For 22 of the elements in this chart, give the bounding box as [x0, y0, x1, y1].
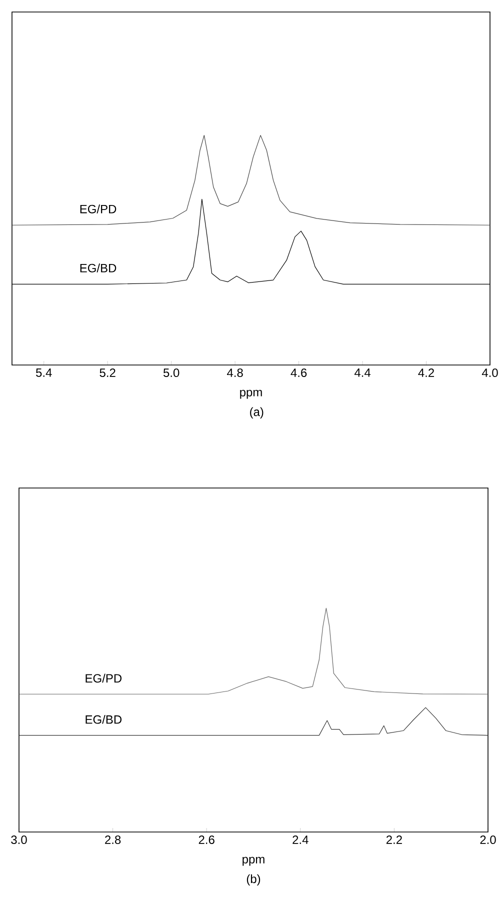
x-tick-label: 4.4	[354, 368, 371, 377]
x-tick-label: 5.2	[100, 368, 116, 378]
text: (b)	[246, 874, 260, 886]
x-tick-label: 4.0	[482, 368, 498, 378]
series-label: EG/BD	[86, 714, 122, 724]
text: (a)	[250, 407, 264, 418]
series-label: EG/PD	[80, 204, 116, 214]
x-tick-label: 2.6	[198, 836, 214, 844]
x-tick-label: 2.8	[105, 836, 121, 844]
x-tick-label: 3.0	[11, 836, 27, 844]
x-tick-label: 4.6	[290, 368, 307, 378]
x-tick-label: 4.2	[418, 368, 434, 377]
series-label: EG/BD	[80, 264, 116, 272]
series-label: EG/PD	[86, 674, 122, 683]
x-tick-label: 5.4	[36, 368, 52, 377]
x-axis-title: ppm	[242, 856, 264, 866]
x-tick-label: 5.0	[163, 368, 180, 378]
x-tick-label: 2.0	[480, 836, 496, 844]
x-tick-label: 2.2	[386, 836, 402, 844]
x-axis-title: ppm	[240, 390, 262, 399]
x-tick-label: 2.4	[292, 836, 308, 844]
x-tick-label: 4.8	[227, 368, 243, 378]
